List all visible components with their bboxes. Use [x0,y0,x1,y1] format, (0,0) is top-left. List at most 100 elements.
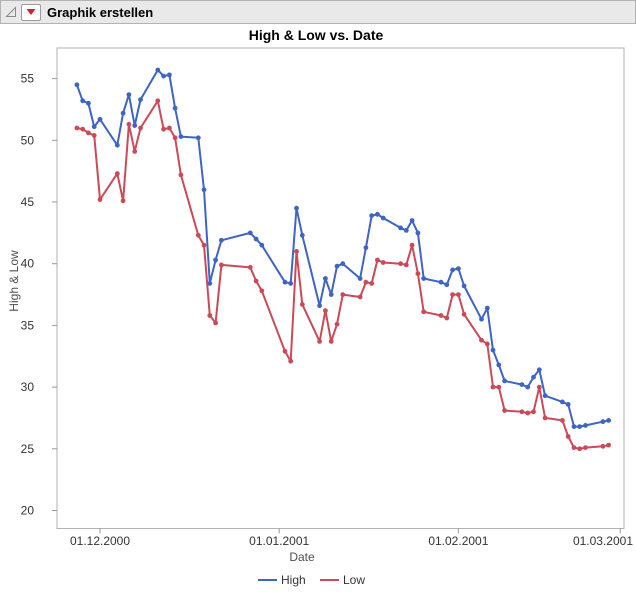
data-point[interactable] [299,232,305,238]
data-point[interactable] [167,125,172,131]
data-point[interactable] [542,415,548,421]
data-point[interactable] [247,265,253,270]
data-point[interactable] [375,257,380,263]
data-point[interactable] [138,97,143,102]
data-point[interactable] [299,302,305,307]
data-point[interactable] [415,230,421,236]
data-point[interactable] [606,418,611,423]
data-point[interactable] [259,242,265,248]
series-high[interactable] [74,67,611,429]
data-point[interactable] [114,171,120,177]
data-point[interactable] [328,339,334,344]
data-point[interactable] [328,292,334,297]
data-point[interactable] [74,125,80,131]
data-point[interactable] [340,292,346,297]
data-point[interactable] [317,303,322,309]
x-axis-label[interactable]: Date [289,550,315,564]
data-point[interactable] [600,419,606,425]
data-point[interactable] [571,424,577,429]
data-point[interactable] [201,242,207,248]
data-point[interactable] [496,384,502,390]
data-point[interactable] [398,261,403,267]
data-point[interactable] [375,211,380,217]
data-point[interactable] [600,443,606,449]
data-point[interactable] [525,410,531,416]
data-point[interactable] [357,294,363,300]
data-point[interactable] [178,134,184,139]
data-point[interactable] [253,278,259,284]
data-point[interactable] [323,308,328,313]
data-point[interactable] [155,67,161,73]
data-point[interactable] [479,316,484,322]
y-axis-label[interactable]: High & Low [7,250,21,312]
data-point[interactable] [484,341,490,347]
data-point[interactable] [195,232,201,238]
data-point[interactable] [421,309,427,315]
disclosure-triangle-icon[interactable] [4,5,18,19]
data-point[interactable] [444,315,450,321]
data-point[interactable] [219,262,224,268]
legend-label-high[interactable]: High [281,573,306,587]
data-point[interactable] [403,262,409,268]
data-point[interactable] [120,198,126,204]
data-point[interactable] [502,378,507,384]
data-point[interactable] [167,72,172,78]
data-point[interactable] [444,282,450,288]
data-point[interactable] [542,393,548,399]
data-point[interactable] [282,279,288,285]
data-point[interactable] [531,374,536,380]
data-point[interactable] [259,288,265,294]
data-point[interactable] [357,276,363,281]
data-point[interactable] [155,98,161,104]
data-point[interactable] [91,133,97,138]
data-point[interactable] [213,320,219,326]
data-point[interactable] [525,384,531,390]
data-point[interactable] [288,281,294,286]
data-point[interactable] [565,434,571,439]
data-point[interactable] [138,125,143,131]
data-point[interactable] [97,116,103,122]
y-axis[interactable]: 20 25 30 35 40 45 50 55 [21,72,57,518]
data-point[interactable] [415,271,421,276]
series-low[interactable] [74,98,611,452]
data-point[interactable] [323,276,328,281]
data-point[interactable] [120,110,126,116]
data-point[interactable] [334,263,340,269]
data-point[interactable] [536,384,542,390]
data-point[interactable] [161,126,167,132]
data-point[interactable] [484,305,490,311]
data-point[interactable] [74,82,80,88]
data-point[interactable] [583,423,588,428]
data-point[interactable] [195,135,201,141]
data-point[interactable] [219,237,224,243]
data-point[interactable] [161,73,167,79]
outline-header[interactable]: Graphik erstellen [0,0,636,24]
data-point[interactable] [583,445,588,450]
data-point[interactable] [247,230,253,236]
data-point[interactable] [502,408,507,413]
data-point[interactable] [456,266,461,271]
data-point[interactable] [253,236,259,242]
data-point[interactable] [519,409,525,415]
data-point[interactable] [565,402,571,407]
data-point[interactable] [450,292,455,297]
data-point[interactable] [80,126,86,132]
data-point[interactable] [496,362,502,368]
data-point[interactable] [421,276,427,281]
legend-label-low[interactable]: Low [343,573,365,587]
data-point[interactable] [114,142,120,148]
data-point[interactable] [172,105,178,111]
plot-area[interactable] [56,47,625,529]
data-point[interactable] [126,121,132,127]
data-point[interactable] [531,409,536,415]
x-axis[interactable]: 01.12.2000 01.01.2001 01.02.2001 01.03.2001 [70,528,633,549]
data-point[interactable] [132,149,138,154]
data-point[interactable] [577,424,583,429]
data-point[interactable] [294,249,299,254]
data-point[interactable] [461,311,467,317]
data-point[interactable] [126,92,132,97]
data-point[interactable] [80,98,86,104]
data-point[interactable] [409,242,415,248]
data-point[interactable] [363,279,369,285]
red-triangle-menu-button[interactable] [21,3,41,21]
